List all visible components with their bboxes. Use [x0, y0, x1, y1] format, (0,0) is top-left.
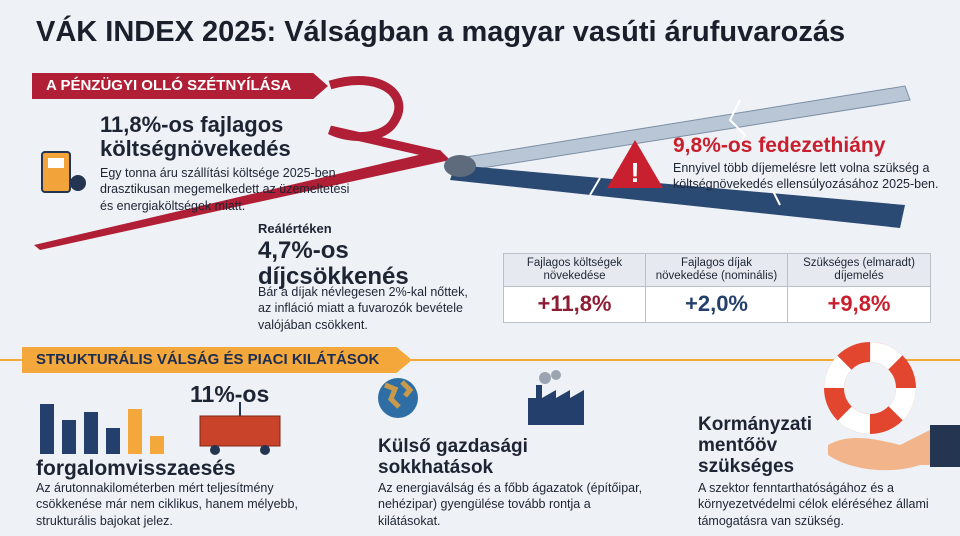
smoke	[551, 370, 561, 380]
warning-icon: !	[630, 157, 639, 188]
factory-icon	[528, 385, 584, 425]
lifebuoy	[824, 342, 916, 434]
table-value: +2,0%	[685, 291, 748, 316]
item-text: Az energiaválság és a főbb ágazatok (épí…	[378, 481, 643, 528]
table-header: Fajlagos díjak növekedése (nominális)	[646, 254, 787, 287]
cost-title: 11,8%-os fajlagos költségnövekedés	[100, 112, 291, 162]
section-label: A PÉNZÜGYI OLLÓ SZÉTNYÍLÁSA	[32, 73, 328, 99]
warning-icon	[607, 140, 663, 188]
cost-text: Egy tonna áru szállítási költsége 2025-b…	[100, 166, 350, 213]
scissor-blade-red	[34, 150, 450, 250]
globe-icon	[384, 380, 414, 409]
fuel-icon	[48, 158, 64, 168]
scissor-pivot	[444, 155, 476, 177]
smoke	[539, 372, 551, 384]
table-column: Szükséges (elmaradt) díjemelés +9,8%	[788, 254, 930, 322]
table-column: Fajlagos díjak növekedése (nominális) +2,…	[646, 254, 788, 322]
bar-icon	[40, 404, 164, 454]
wagon-wheel	[260, 445, 270, 455]
real-title: 4,7%-os díjcsökkenés	[258, 237, 409, 291]
table-header: Szükséges (elmaradt) díjemelés	[788, 254, 930, 287]
wagon-wheel	[210, 445, 220, 455]
fuel-icon	[70, 175, 86, 191]
item-title: forgalomvisszaesés	[36, 457, 236, 480]
globe-icon	[378, 378, 418, 418]
scissor-blade-upper	[459, 85, 911, 171]
scissor-blade-lower	[450, 165, 905, 228]
table-column: Fajlagos költségek növekedése +11,8%	[504, 254, 646, 322]
table-header: Fajlagos költségek növekedése	[504, 254, 645, 287]
hand	[828, 430, 960, 471]
item-text: Az árutonnakilométerben mért teljesítmén…	[36, 481, 298, 528]
lifebuoy	[824, 342, 916, 434]
table-value: +11,8%	[537, 291, 612, 316]
item-text: A szektor fenntarthatóságához és a körny…	[698, 481, 929, 528]
wagon	[199, 415, 281, 447]
title: VÁK INDEX 2025: Válságban a magyar vasút…	[36, 16, 846, 48]
item-title: Kormányzati mentőöv szükséges	[698, 414, 813, 477]
real-text: Bár a díjak névlegesen 2%-kal nőttek, az…	[258, 285, 468, 332]
item-title: Külső gazdasági sokkhatások	[378, 436, 528, 478]
crack	[589, 99, 781, 206]
summary-table: Fajlagos költségek növekedése +11,8% Fajl…	[503, 253, 931, 323]
section-label: STRUKTURÁLIS VÁLSÁG ÉS PIACI KILÁTÁSOK	[22, 347, 412, 373]
deficit-text: Ennyivel több díjemelésre lett volna szü…	[673, 161, 939, 192]
table-value: +9,8%	[827, 291, 891, 316]
item-highlight: 11%-os	[190, 381, 270, 407]
sleeve	[930, 425, 960, 467]
deficit-title: 9,8%-os fedezethiány	[673, 134, 886, 157]
scissor-handle	[327, 76, 441, 160]
real-kicker: Reálértéken	[258, 221, 332, 236]
